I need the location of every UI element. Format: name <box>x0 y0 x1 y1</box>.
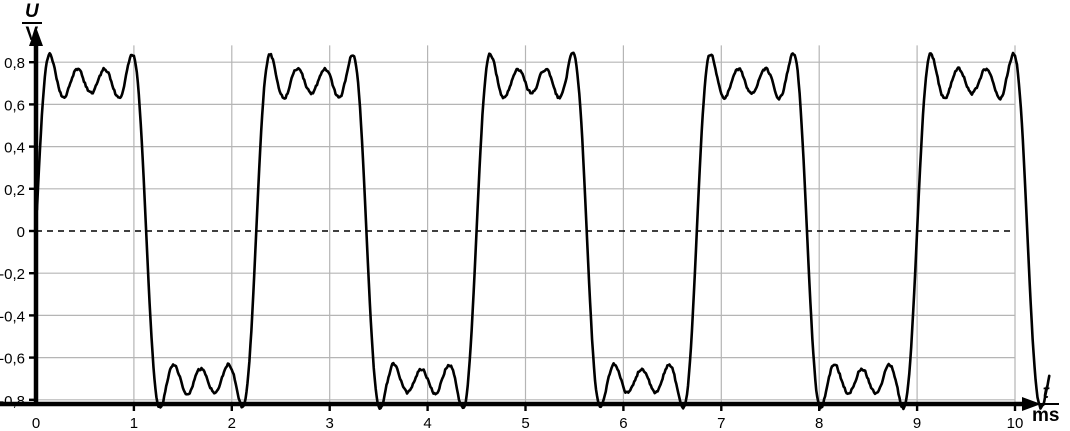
y-tick-label: 0,8 <box>4 55 25 72</box>
x-tick-label: 8 <box>815 415 823 431</box>
y-axis-unit-label: U V <box>22 2 42 45</box>
y-axis <box>29 27 43 404</box>
x-axis-unit: ms <box>1032 405 1060 427</box>
y-tick-label: 0,6 <box>4 97 25 114</box>
x-tick-label: 0 <box>32 415 40 431</box>
y-tick-label: 0,2 <box>4 182 25 199</box>
x-tick-label: 9 <box>913 415 921 431</box>
y-tick-label: -0,8 <box>0 393 25 410</box>
y-axis-tick-labels: 0,8 0,6 0,4 0,2 0 -0,2 -0,4 -0,6 -0,8 <box>0 55 36 410</box>
y-tick-label: -0,4 <box>0 308 25 325</box>
waveform-path <box>34 51 1051 411</box>
x-tick-label: 3 <box>326 415 334 431</box>
y-tick-label: 0 <box>17 224 25 241</box>
y-axis-arrow <box>29 27 43 46</box>
x-tick-label: 4 <box>423 415 431 431</box>
x-axis-unit-label: t ms <box>1032 383 1060 427</box>
y-tick-label: -0,6 <box>0 351 25 368</box>
signal-trace <box>34 51 1051 411</box>
y-tick-label: 0,4 <box>4 140 25 157</box>
x-tick-label: 7 <box>717 415 725 431</box>
x-tick-label: 2 <box>228 415 236 431</box>
x-axis-tick-labels: 0 1 2 3 4 5 6 7 8 9 10 <box>32 404 1024 431</box>
x-tick-label: 6 <box>619 415 627 431</box>
x-axis-quantity: t <box>1032 383 1060 406</box>
y-axis-unit: V <box>25 24 39 46</box>
x-tick-label: 5 <box>521 415 529 431</box>
x-axis <box>0 397 1041 411</box>
vertical-gridlines <box>133 45 1016 404</box>
y-tick-label: -0,2 <box>0 266 25 283</box>
x-tick-label: 10 <box>1007 415 1024 431</box>
x-tick-label: 1 <box>130 415 138 431</box>
x-axis-arrow <box>1022 397 1041 411</box>
y-axis-quantity: U <box>22 2 42 25</box>
